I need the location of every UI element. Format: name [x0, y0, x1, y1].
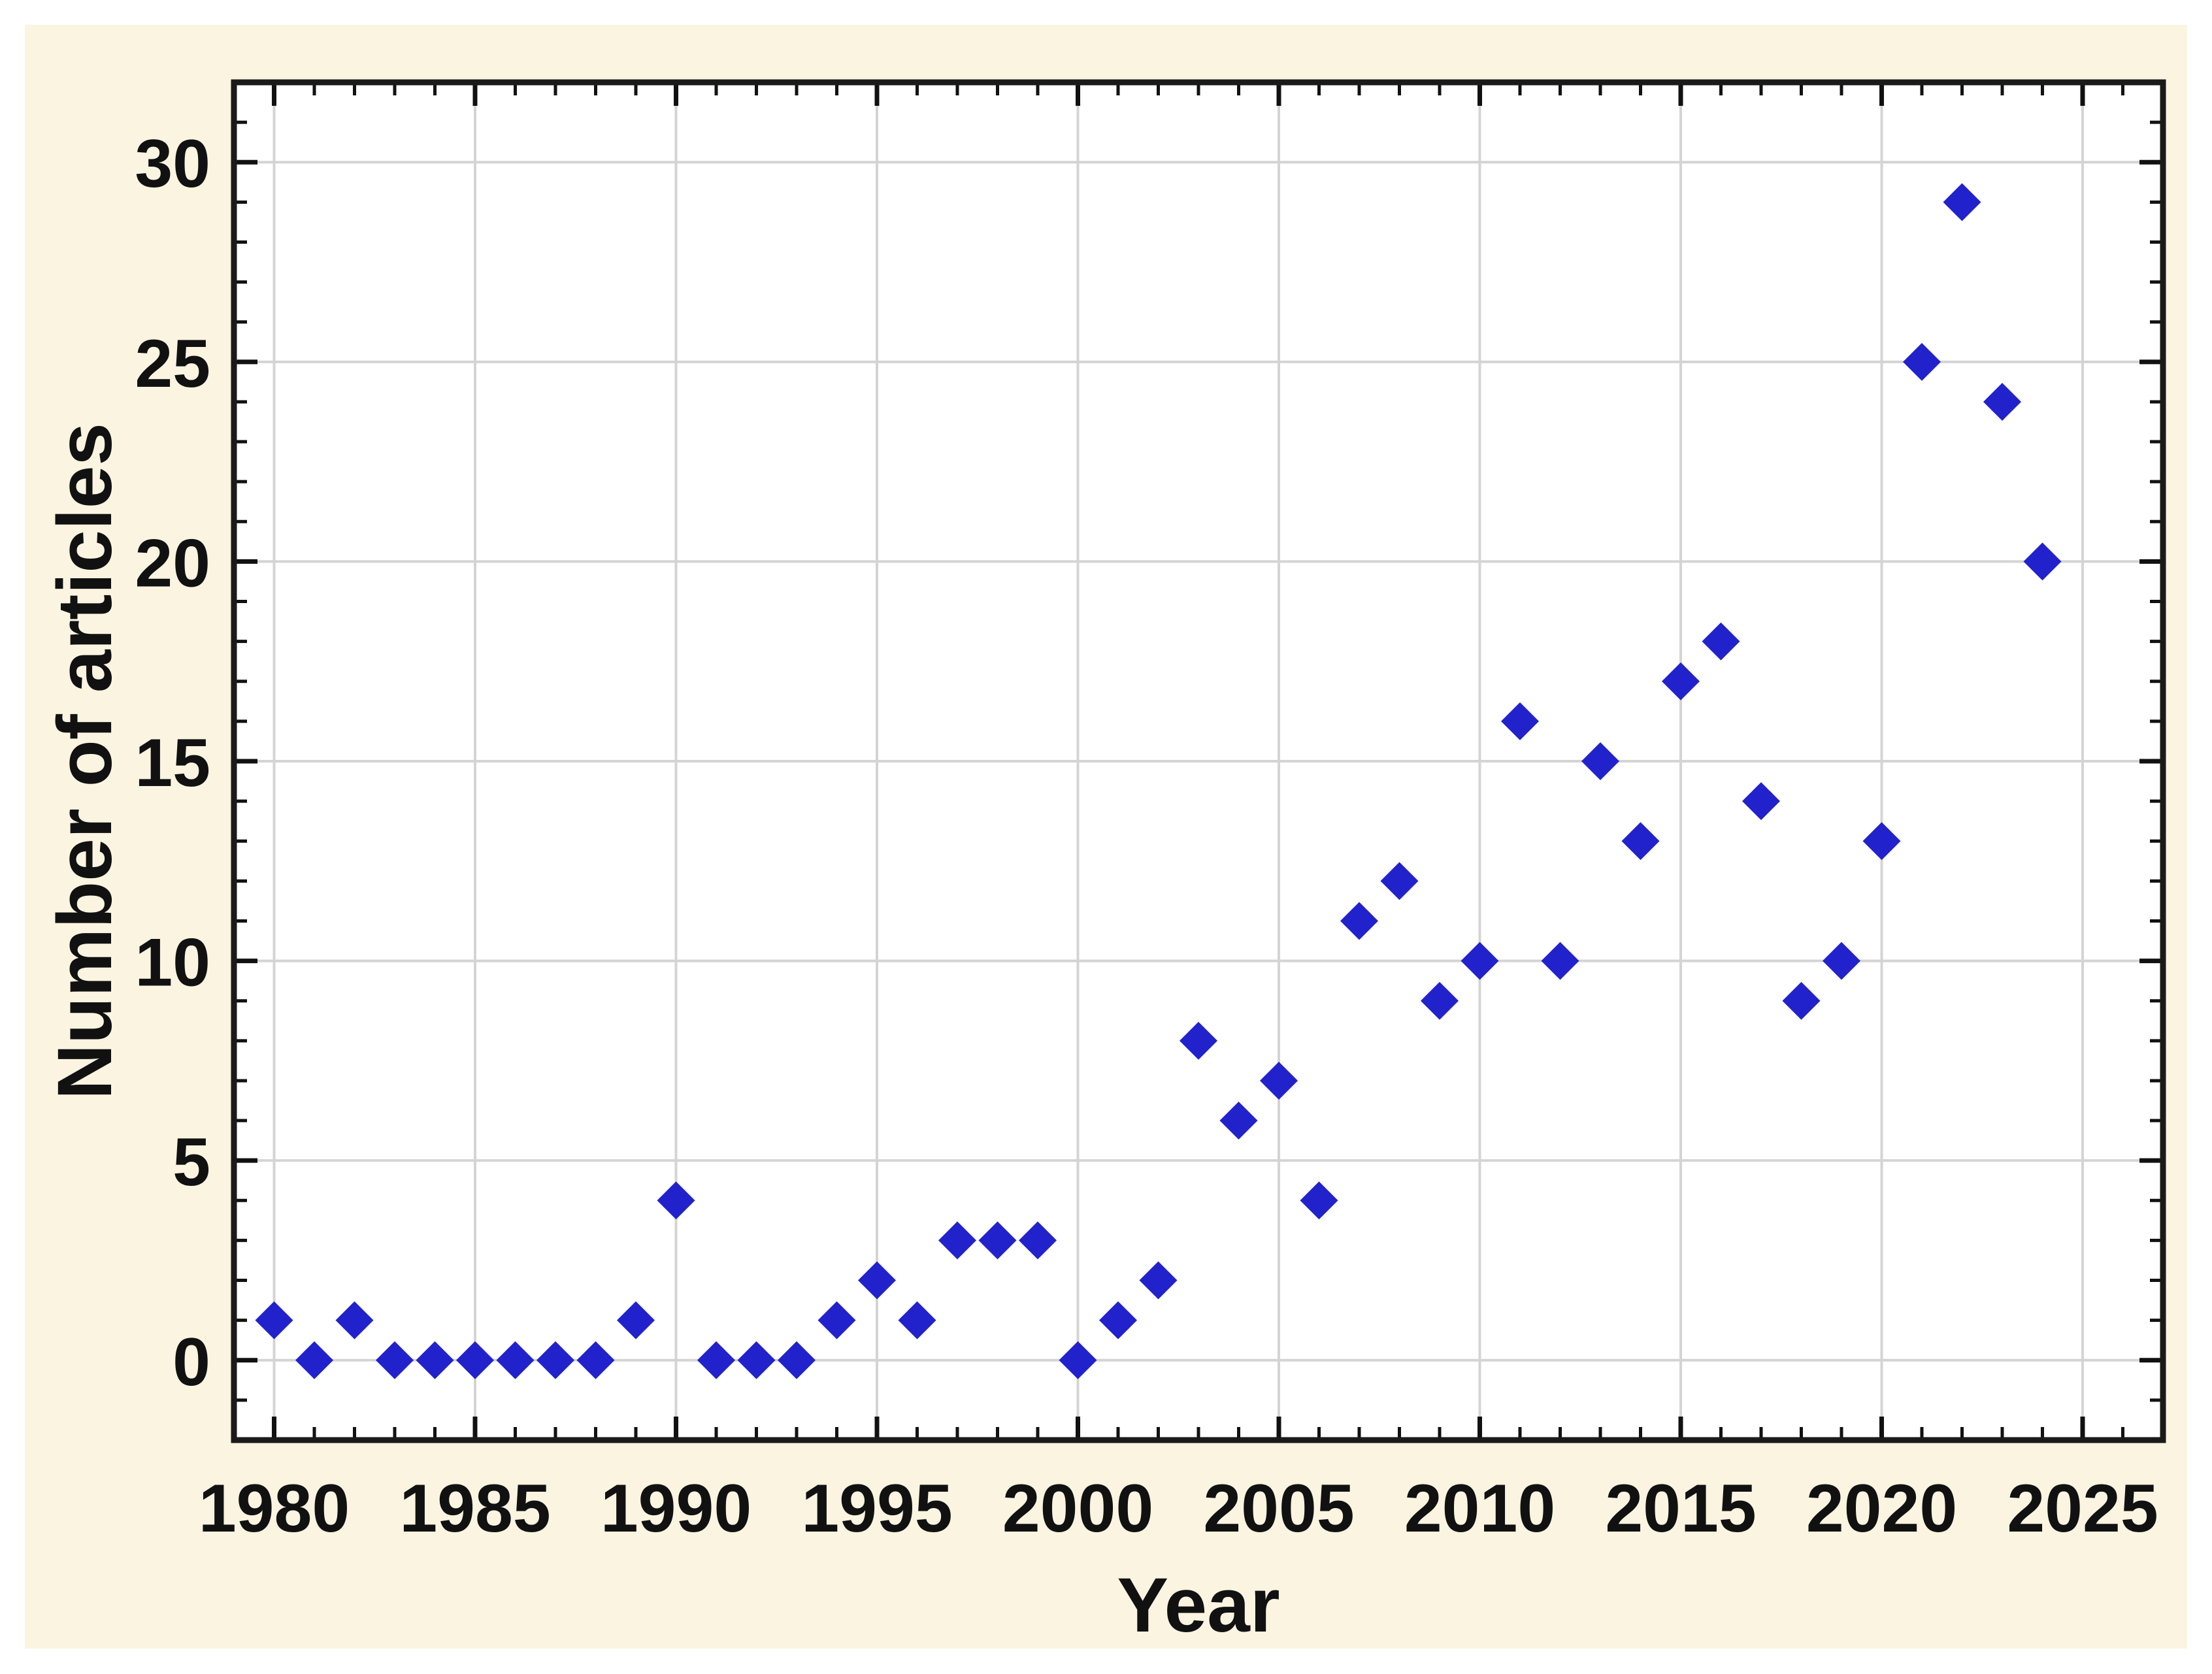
data-point-2001: [1099, 1301, 1137, 1339]
x-axis-title: Year: [1117, 1562, 1280, 1649]
data-point-2011: [1501, 702, 1539, 740]
data-point-2000: [1059, 1341, 1097, 1379]
data-point-2018: [1782, 981, 1821, 1020]
data-point-1988: [576, 1341, 615, 1379]
y-axis-title: Number of articles: [42, 422, 128, 1100]
data-point-2017: [1742, 782, 1780, 821]
y-tick-label-0: 0: [173, 1324, 210, 1400]
data-point-2013: [1581, 742, 1619, 780]
data-point-1981: [295, 1341, 333, 1379]
x-tick-label-1985: 1985: [399, 1471, 550, 1547]
data-point-2019: [1823, 942, 1860, 980]
data-point-1993: [778, 1341, 816, 1379]
data-point-1989: [617, 1301, 655, 1339]
y-tick-label-10: 10: [135, 925, 210, 1001]
data-point-1982: [335, 1301, 374, 1339]
data-point-2002: [1139, 1261, 1178, 1300]
data-point-1983: [376, 1341, 414, 1379]
data-point-2008: [1380, 862, 1419, 900]
data-point-1991: [697, 1341, 735, 1379]
data-point-1984: [416, 1341, 454, 1379]
x-tick-label-1990: 1990: [601, 1471, 751, 1547]
x-tick-label-2015: 2015: [1605, 1471, 1756, 1547]
y-tick-label-20: 20: [135, 525, 210, 601]
data-point-1999: [1019, 1221, 1057, 1260]
y-tick-label-25: 25: [135, 326, 210, 402]
data-point-2016: [1702, 622, 1740, 661]
data-point-1996: [898, 1301, 936, 1339]
data-point-2007: [1340, 902, 1378, 940]
data-point-2004: [1219, 1102, 1258, 1140]
data-point-1985: [456, 1341, 494, 1379]
data-point-2020: [1862, 822, 1901, 861]
data-point-1992: [737, 1341, 776, 1379]
data-point-1987: [536, 1341, 574, 1379]
x-tick-label-2020: 2020: [1806, 1471, 1957, 1547]
plot-frame: [231, 79, 2166, 1443]
data-point-1998: [978, 1221, 1017, 1260]
data-point-2012: [1541, 942, 1579, 980]
data-point-1980: [255, 1301, 293, 1339]
data-point-2003: [1180, 1021, 1217, 1060]
x-tick-label-2025: 2025: [2007, 1471, 2158, 1547]
data-point-2010: [1461, 942, 1499, 980]
data-point-2009: [1421, 981, 1459, 1020]
data-point-2024: [2023, 542, 2062, 581]
data-point-2005: [1260, 1061, 1298, 1100]
data-point-2015: [1662, 662, 1700, 700]
data-point-1990: [657, 1181, 695, 1220]
data-point-2023: [1983, 382, 2021, 421]
y-tick-label-30: 30: [135, 126, 210, 202]
x-tick-label-1995: 1995: [801, 1471, 952, 1547]
data-point-1994: [817, 1301, 856, 1339]
data-point-1997: [938, 1221, 976, 1260]
y-tick-label-15: 15: [135, 725, 210, 801]
data-point-1995: [858, 1261, 896, 1300]
x-tick-label-2005: 2005: [1203, 1471, 1354, 1547]
x-tick-label-2000: 2000: [1002, 1471, 1153, 1547]
x-tick-label-2010: 2010: [1404, 1471, 1555, 1547]
data-point-2006: [1300, 1181, 1338, 1220]
data-point-2022: [1943, 183, 1981, 222]
x-tick-label-1980: 1980: [199, 1471, 350, 1547]
y-tick-label-5: 5: [173, 1124, 210, 1200]
data-point-2021: [1903, 342, 1941, 381]
data-point-1986: [496, 1341, 535, 1379]
data-point-2014: [1621, 822, 1660, 861]
